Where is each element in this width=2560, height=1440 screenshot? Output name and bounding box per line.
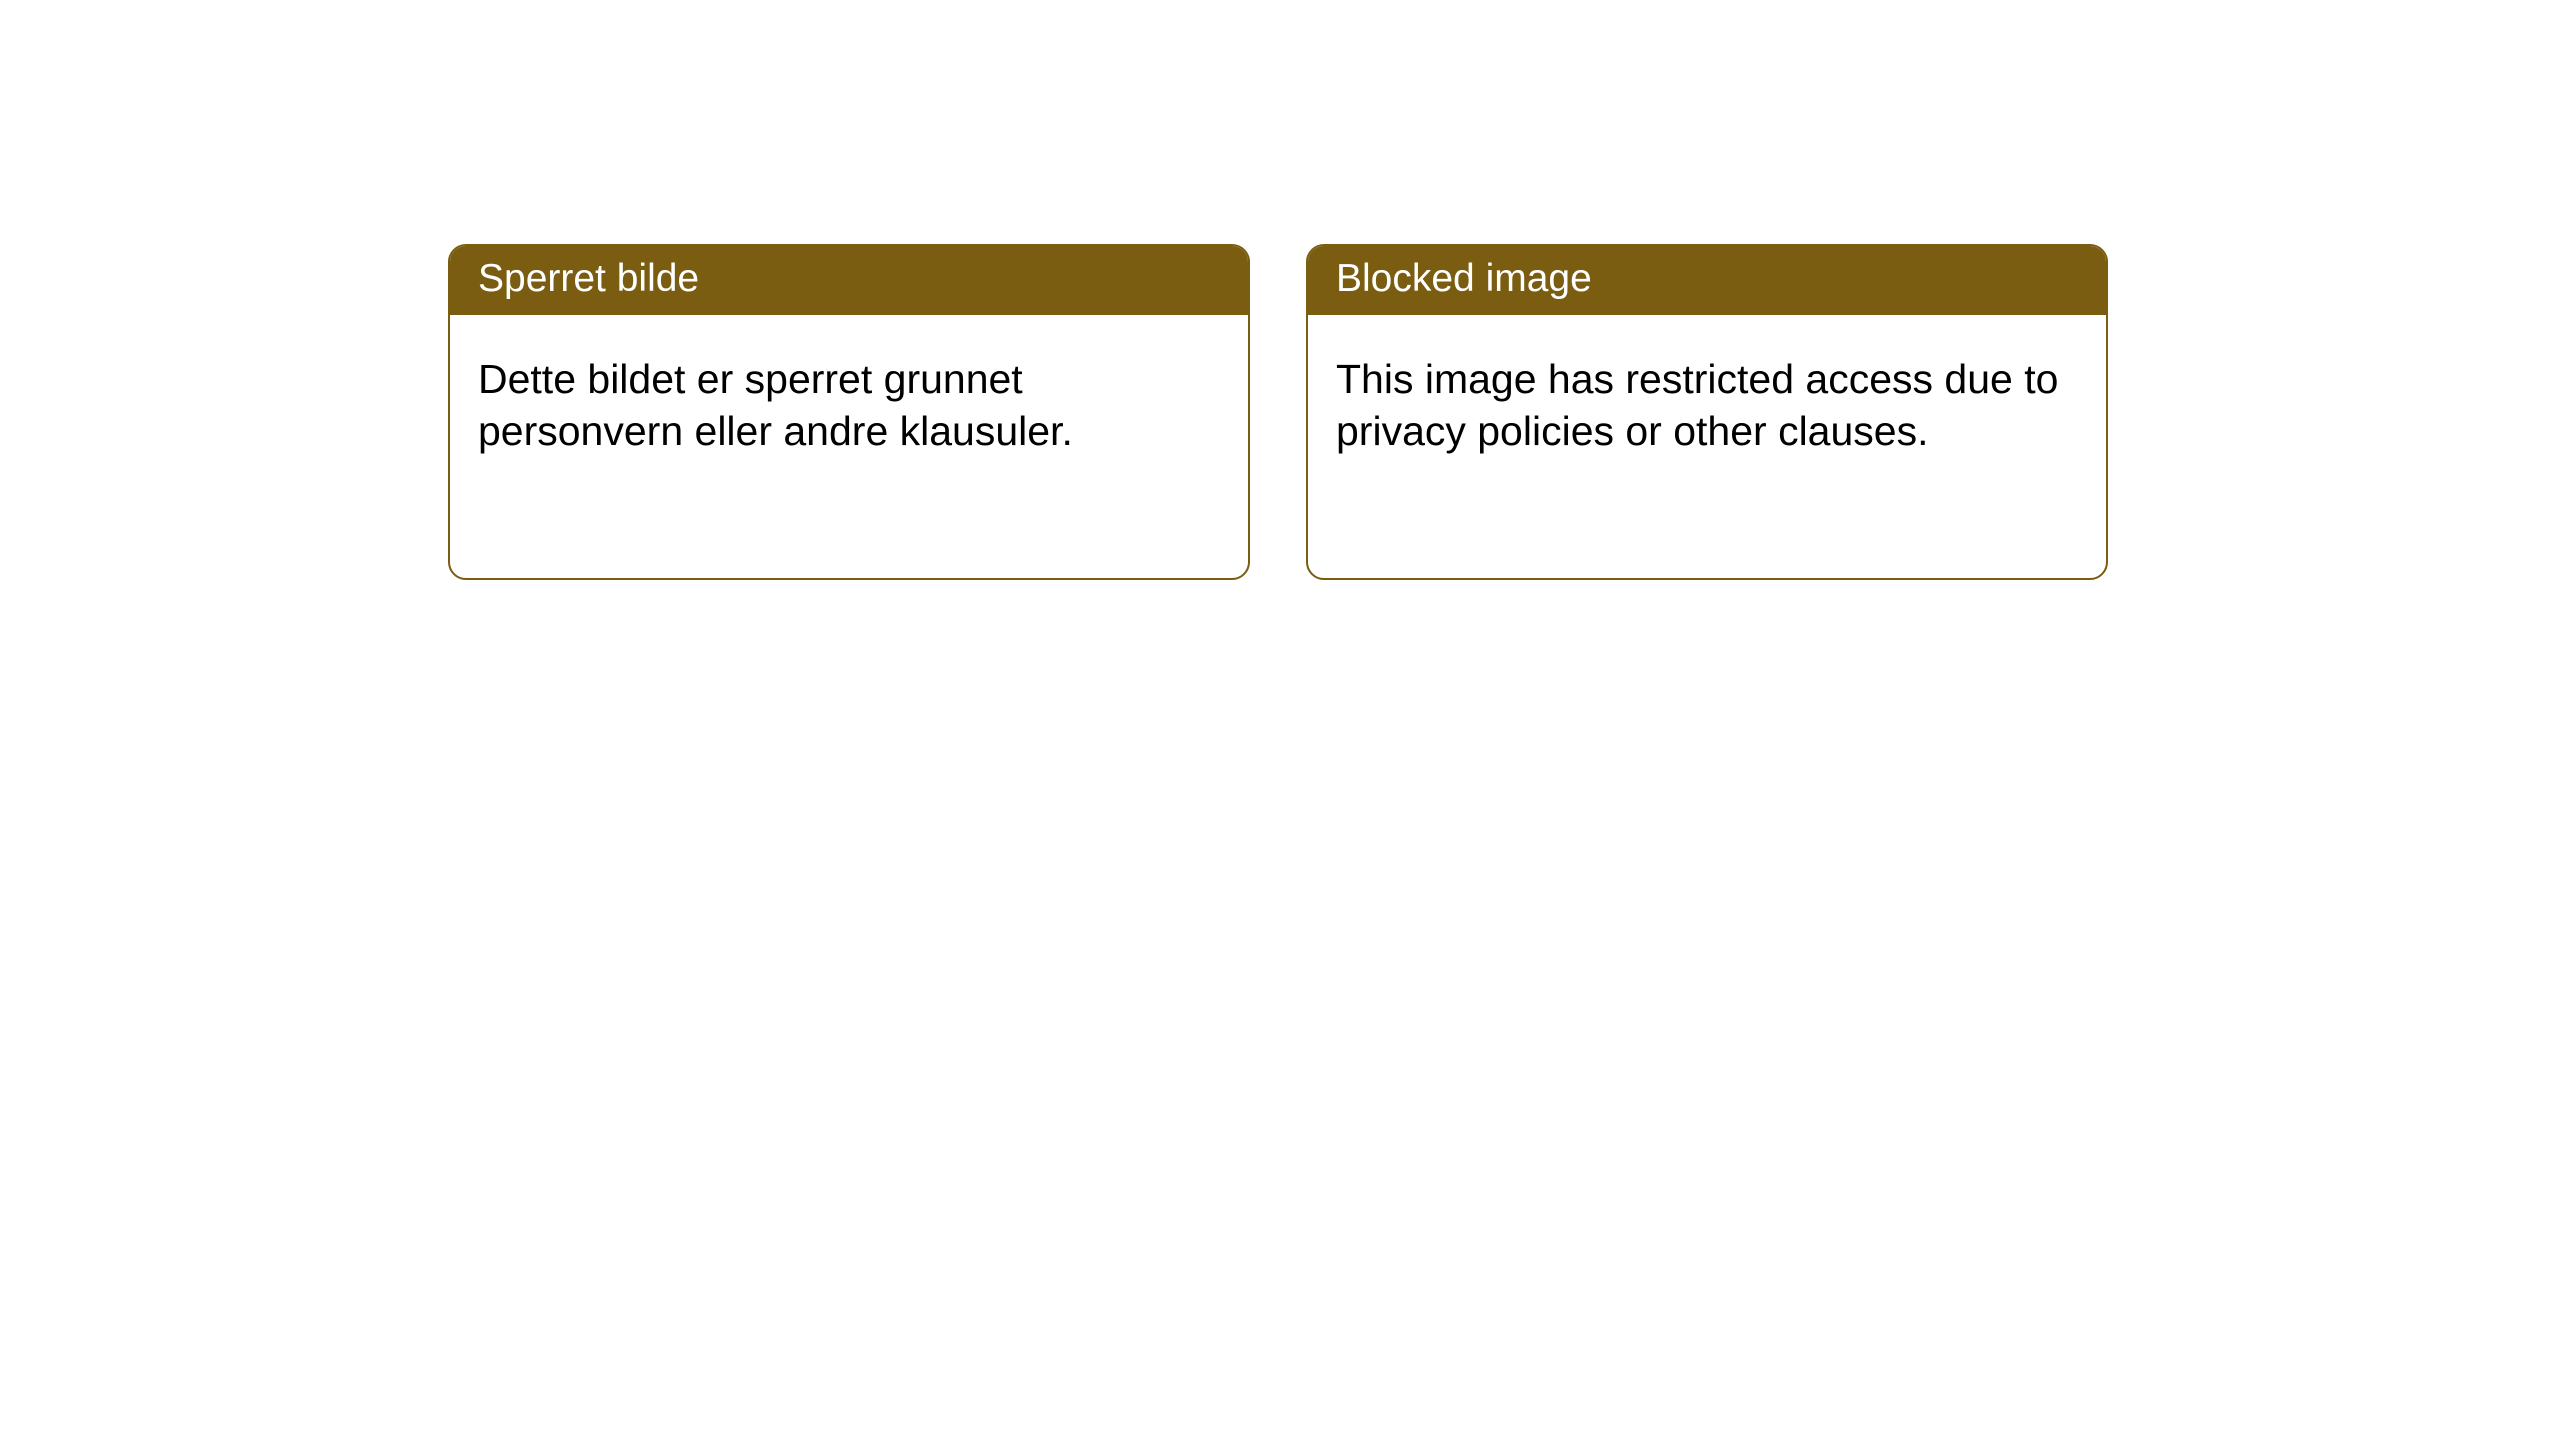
notice-header: Sperret bilde [450, 246, 1248, 315]
notice-card-norwegian: Sperret bilde Dette bildet er sperret gr… [448, 244, 1250, 580]
notice-card-english: Blocked image This image has restricted … [1306, 244, 2108, 580]
notice-header: Blocked image [1308, 246, 2106, 315]
notice-container: Sperret bilde Dette bildet er sperret gr… [0, 0, 2560, 580]
notice-body: Dette bildet er sperret grunnet personve… [450, 315, 1248, 496]
notice-body: This image has restricted access due to … [1308, 315, 2106, 496]
